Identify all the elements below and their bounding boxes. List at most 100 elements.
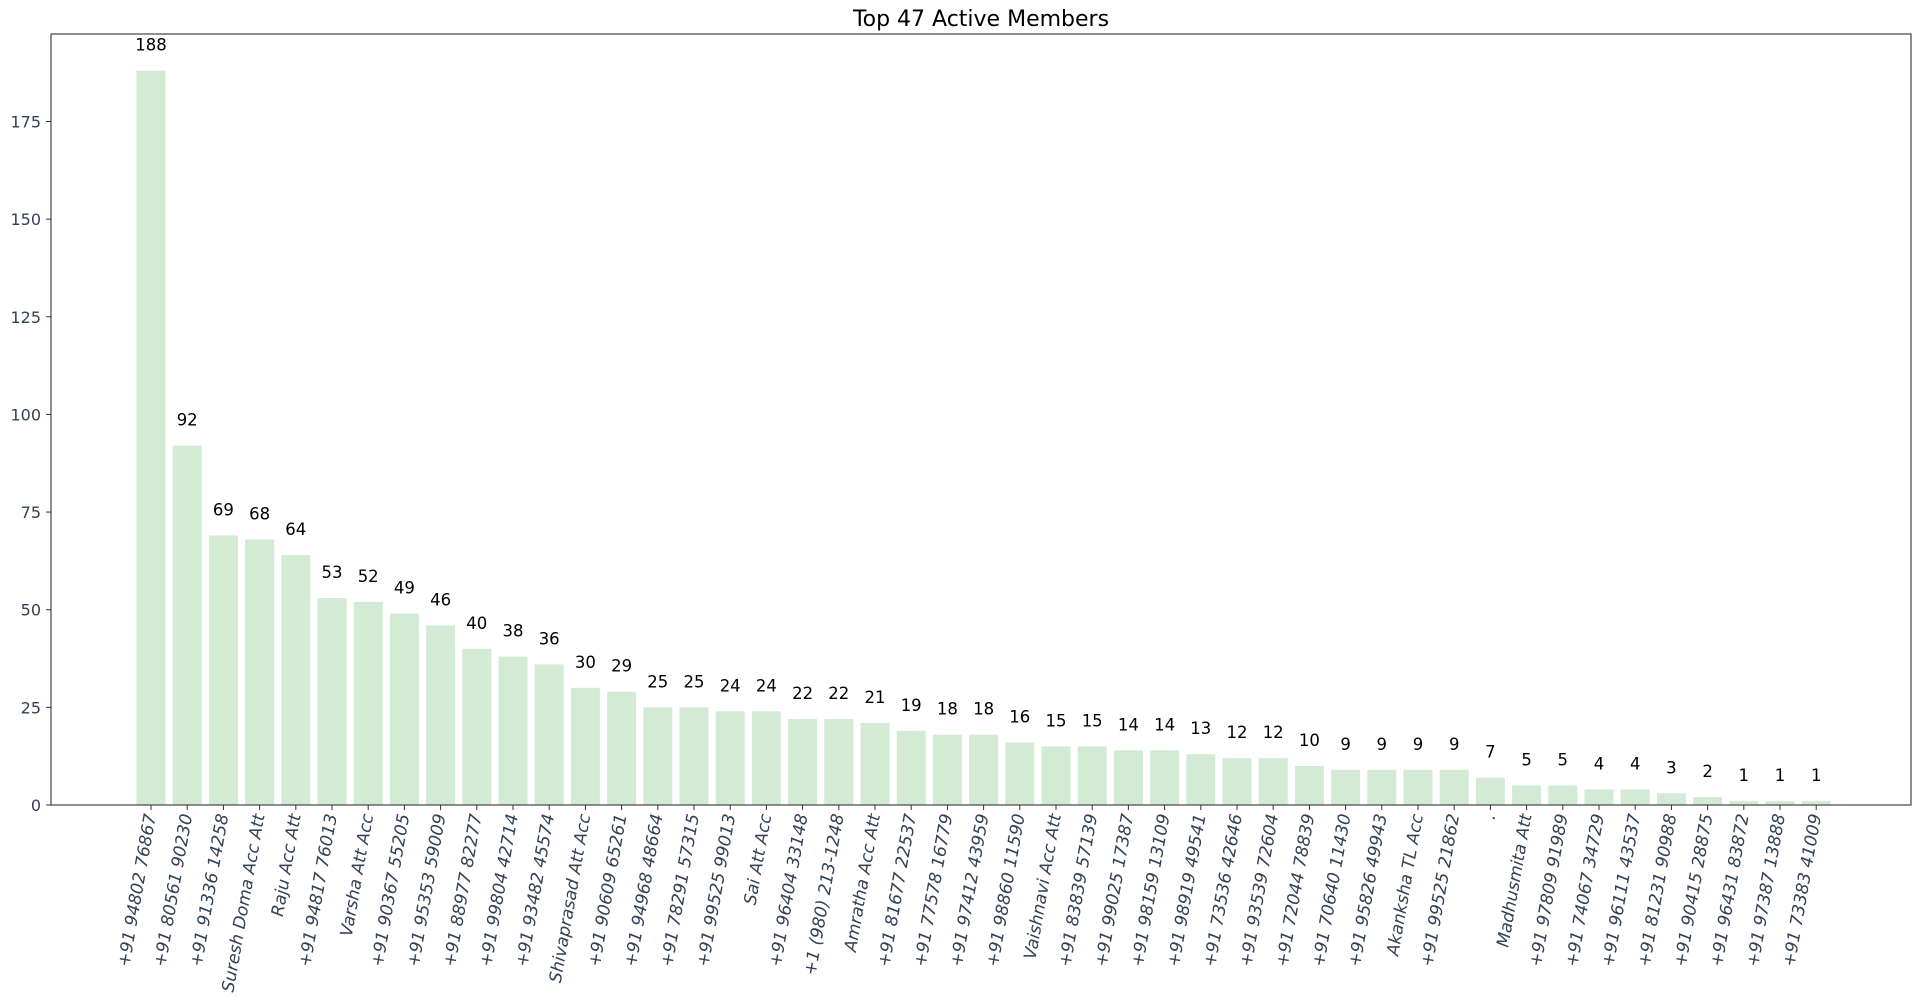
x-tick-label: . — [1480, 812, 1501, 821]
bar-value-label: 14 — [1154, 715, 1175, 734]
bar — [1150, 750, 1180, 805]
bar-value-label: 4 — [1630, 754, 1641, 773]
bar — [788, 719, 818, 805]
x-tick-label: Sai Att Acc — [741, 812, 777, 907]
y-tick-label: 50 — [21, 601, 41, 620]
x-tick-label: +91 94817 76013 — [295, 812, 342, 968]
y-tick-label: 75 — [21, 503, 41, 522]
bar-value-label: 92 — [177, 411, 198, 430]
y-axis: 0 25 50 75 100 125 150 175 — [10, 112, 51, 815]
bar — [1801, 801, 1831, 805]
bar-value-label: 9 — [1449, 735, 1460, 754]
x-tick-label: Madhusmita Att — [1493, 811, 1536, 949]
bar-value-label: 18 — [937, 700, 958, 719]
bar-value-label: 14 — [1118, 715, 1139, 734]
bar — [570, 687, 600, 805]
bar — [353, 601, 383, 805]
bar-value-label: 4 — [1594, 754, 1605, 773]
bar — [1584, 789, 1614, 805]
bar — [1113, 750, 1143, 805]
bar — [1656, 793, 1686, 805]
bar-value-label: 18 — [973, 700, 994, 719]
bar — [172, 445, 202, 805]
bar — [208, 535, 238, 805]
x-tick-label: Akanksha TL Acc — [1383, 812, 1428, 958]
bar — [245, 539, 275, 805]
x-tick-label: Raju Acc Att — [268, 811, 306, 918]
bar — [136, 70, 166, 805]
bar-value-label: 1 — [1775, 766, 1786, 785]
bar — [426, 625, 456, 805]
bar-value-label: 7 — [1485, 743, 1496, 762]
y-tick-label: 100 — [10, 405, 41, 424]
bar — [1258, 758, 1288, 805]
bar — [317, 597, 347, 805]
bar — [1729, 801, 1759, 805]
bar-value-label: 9 — [1413, 735, 1424, 754]
bar — [498, 656, 528, 805]
bar-value-label: 16 — [1009, 708, 1030, 727]
bar-value-label: 64 — [285, 520, 306, 539]
bar-value-label: 9 — [1377, 735, 1388, 754]
bar — [1005, 742, 1035, 805]
bar-value-label: 1 — [1811, 766, 1822, 785]
bar — [1439, 769, 1469, 805]
bar — [1041, 746, 1071, 805]
bar-value-label: 36 — [539, 629, 560, 648]
bar — [1512, 785, 1542, 805]
bar-value-label: 68 — [249, 504, 270, 523]
bar-value-label: 46 — [430, 590, 451, 609]
bar-value-label: 40 — [466, 614, 487, 633]
bar — [969, 734, 999, 805]
bar-value-label: 1 — [1739, 766, 1750, 785]
bar-value-label: 12 — [1227, 723, 1248, 742]
y-tick-label: 125 — [10, 308, 41, 327]
bar-value-label: 2 — [1702, 762, 1713, 781]
bar-value-label: 25 — [647, 672, 668, 691]
bar-value-label: 24 — [720, 676, 741, 695]
bar-value-label: 5 — [1521, 750, 1532, 769]
bar — [1331, 769, 1361, 805]
bar-value-label: 29 — [611, 657, 632, 676]
bar-value-label: 9 — [1340, 735, 1351, 754]
bar-value-label: 13 — [1190, 719, 1211, 738]
bar — [643, 707, 673, 805]
bar-value-label: 49 — [394, 579, 415, 598]
bar — [896, 730, 926, 805]
plot-frame — [50, 33, 1912, 806]
bar-value-label: 30 — [575, 653, 596, 672]
bar — [1765, 801, 1795, 805]
x-tick-label: +91 99525 21862 — [1418, 812, 1465, 968]
bar-value-label: 15 — [1082, 711, 1103, 730]
bar — [1367, 769, 1397, 805]
bar — [281, 555, 311, 805]
bar — [1620, 789, 1650, 805]
bar-value-label: 188 — [135, 36, 167, 55]
bar — [462, 648, 492, 805]
bar — [751, 711, 781, 805]
bars-layer — [136, 70, 1831, 805]
bar — [860, 722, 890, 805]
bar — [715, 711, 745, 805]
bar — [824, 719, 854, 805]
bar-value-label: 25 — [684, 672, 705, 691]
y-tick-label: 175 — [10, 112, 41, 131]
bar — [1294, 765, 1324, 805]
bar-value-label: 10 — [1299, 731, 1320, 750]
bar — [932, 734, 962, 805]
bar-value-label: 12 — [1263, 723, 1284, 742]
bar-value-label: 5 — [1558, 750, 1569, 769]
bar — [607, 691, 637, 805]
bar-value-label: 69 — [213, 501, 234, 520]
bar-value-label: 22 — [828, 684, 849, 703]
bar-value-label: 38 — [503, 622, 524, 641]
bar — [1693, 797, 1723, 805]
bar — [1548, 785, 1578, 805]
y-tick-label: 0 — [31, 796, 41, 815]
bar — [1403, 769, 1433, 805]
bar — [1077, 746, 1107, 805]
y-tick-label: 150 — [10, 210, 41, 229]
bar — [679, 707, 709, 805]
